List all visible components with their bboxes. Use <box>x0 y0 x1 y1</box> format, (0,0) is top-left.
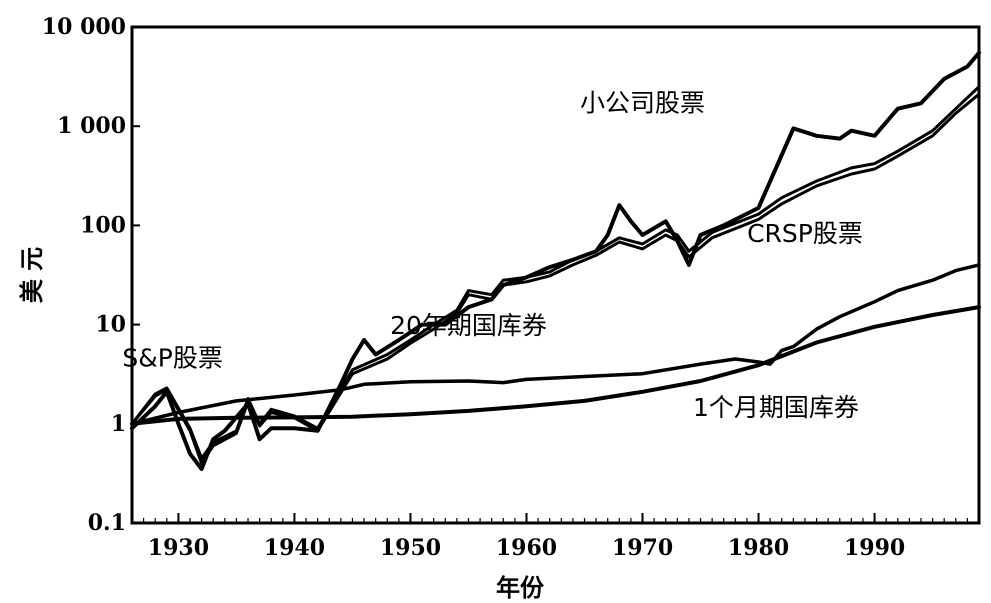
series-line <box>130 305 981 426</box>
y-tick-label: 1 <box>111 411 126 437</box>
series-line <box>130 92 981 465</box>
x-tick-label: 1970 <box>612 535 673 561</box>
x-axis-title: 年份 <box>496 574 545 602</box>
x-tick-label: 1940 <box>264 535 325 561</box>
y-axis: 0.1 1 10 100 1 000 10 000 <box>42 14 140 536</box>
series-line <box>130 263 981 426</box>
series-annotation: 20年期国库券 <box>390 311 547 340</box>
series-annotations: 小公司股票 CRSP股票 20年期国库券 S&P股票 1个月期国库券 <box>122 89 862 422</box>
x-tick-label: 1950 <box>380 535 441 561</box>
series-lines <box>130 50 981 471</box>
y-tick-label: 10 <box>95 312 126 338</box>
y-tick-label: 0.1 <box>88 510 126 536</box>
plot-frame <box>130 25 981 525</box>
series-annotation: 1个月期国库券 <box>693 393 859 422</box>
x-tick-label: 1990 <box>844 535 905 561</box>
x-tick-label: 1930 <box>148 535 209 561</box>
y-tick-label: 100 <box>80 212 126 238</box>
series-annotation: CRSP股票 <box>747 219 863 248</box>
y-tick-label: 1 000 <box>57 113 126 139</box>
x-tick-label: 1960 <box>496 535 557 561</box>
series-annotation: 小公司股票 <box>580 89 705 118</box>
series-annotation: S&P股票 <box>122 343 222 372</box>
x-axis: 1930 1940 1950 1960 1970 1980 1990 <box>131 513 980 561</box>
y-tick-label: 10 000 <box>42 14 126 40</box>
x-tick-label: 1980 <box>728 535 789 561</box>
y-axis-title: 美 元 <box>18 247 46 303</box>
